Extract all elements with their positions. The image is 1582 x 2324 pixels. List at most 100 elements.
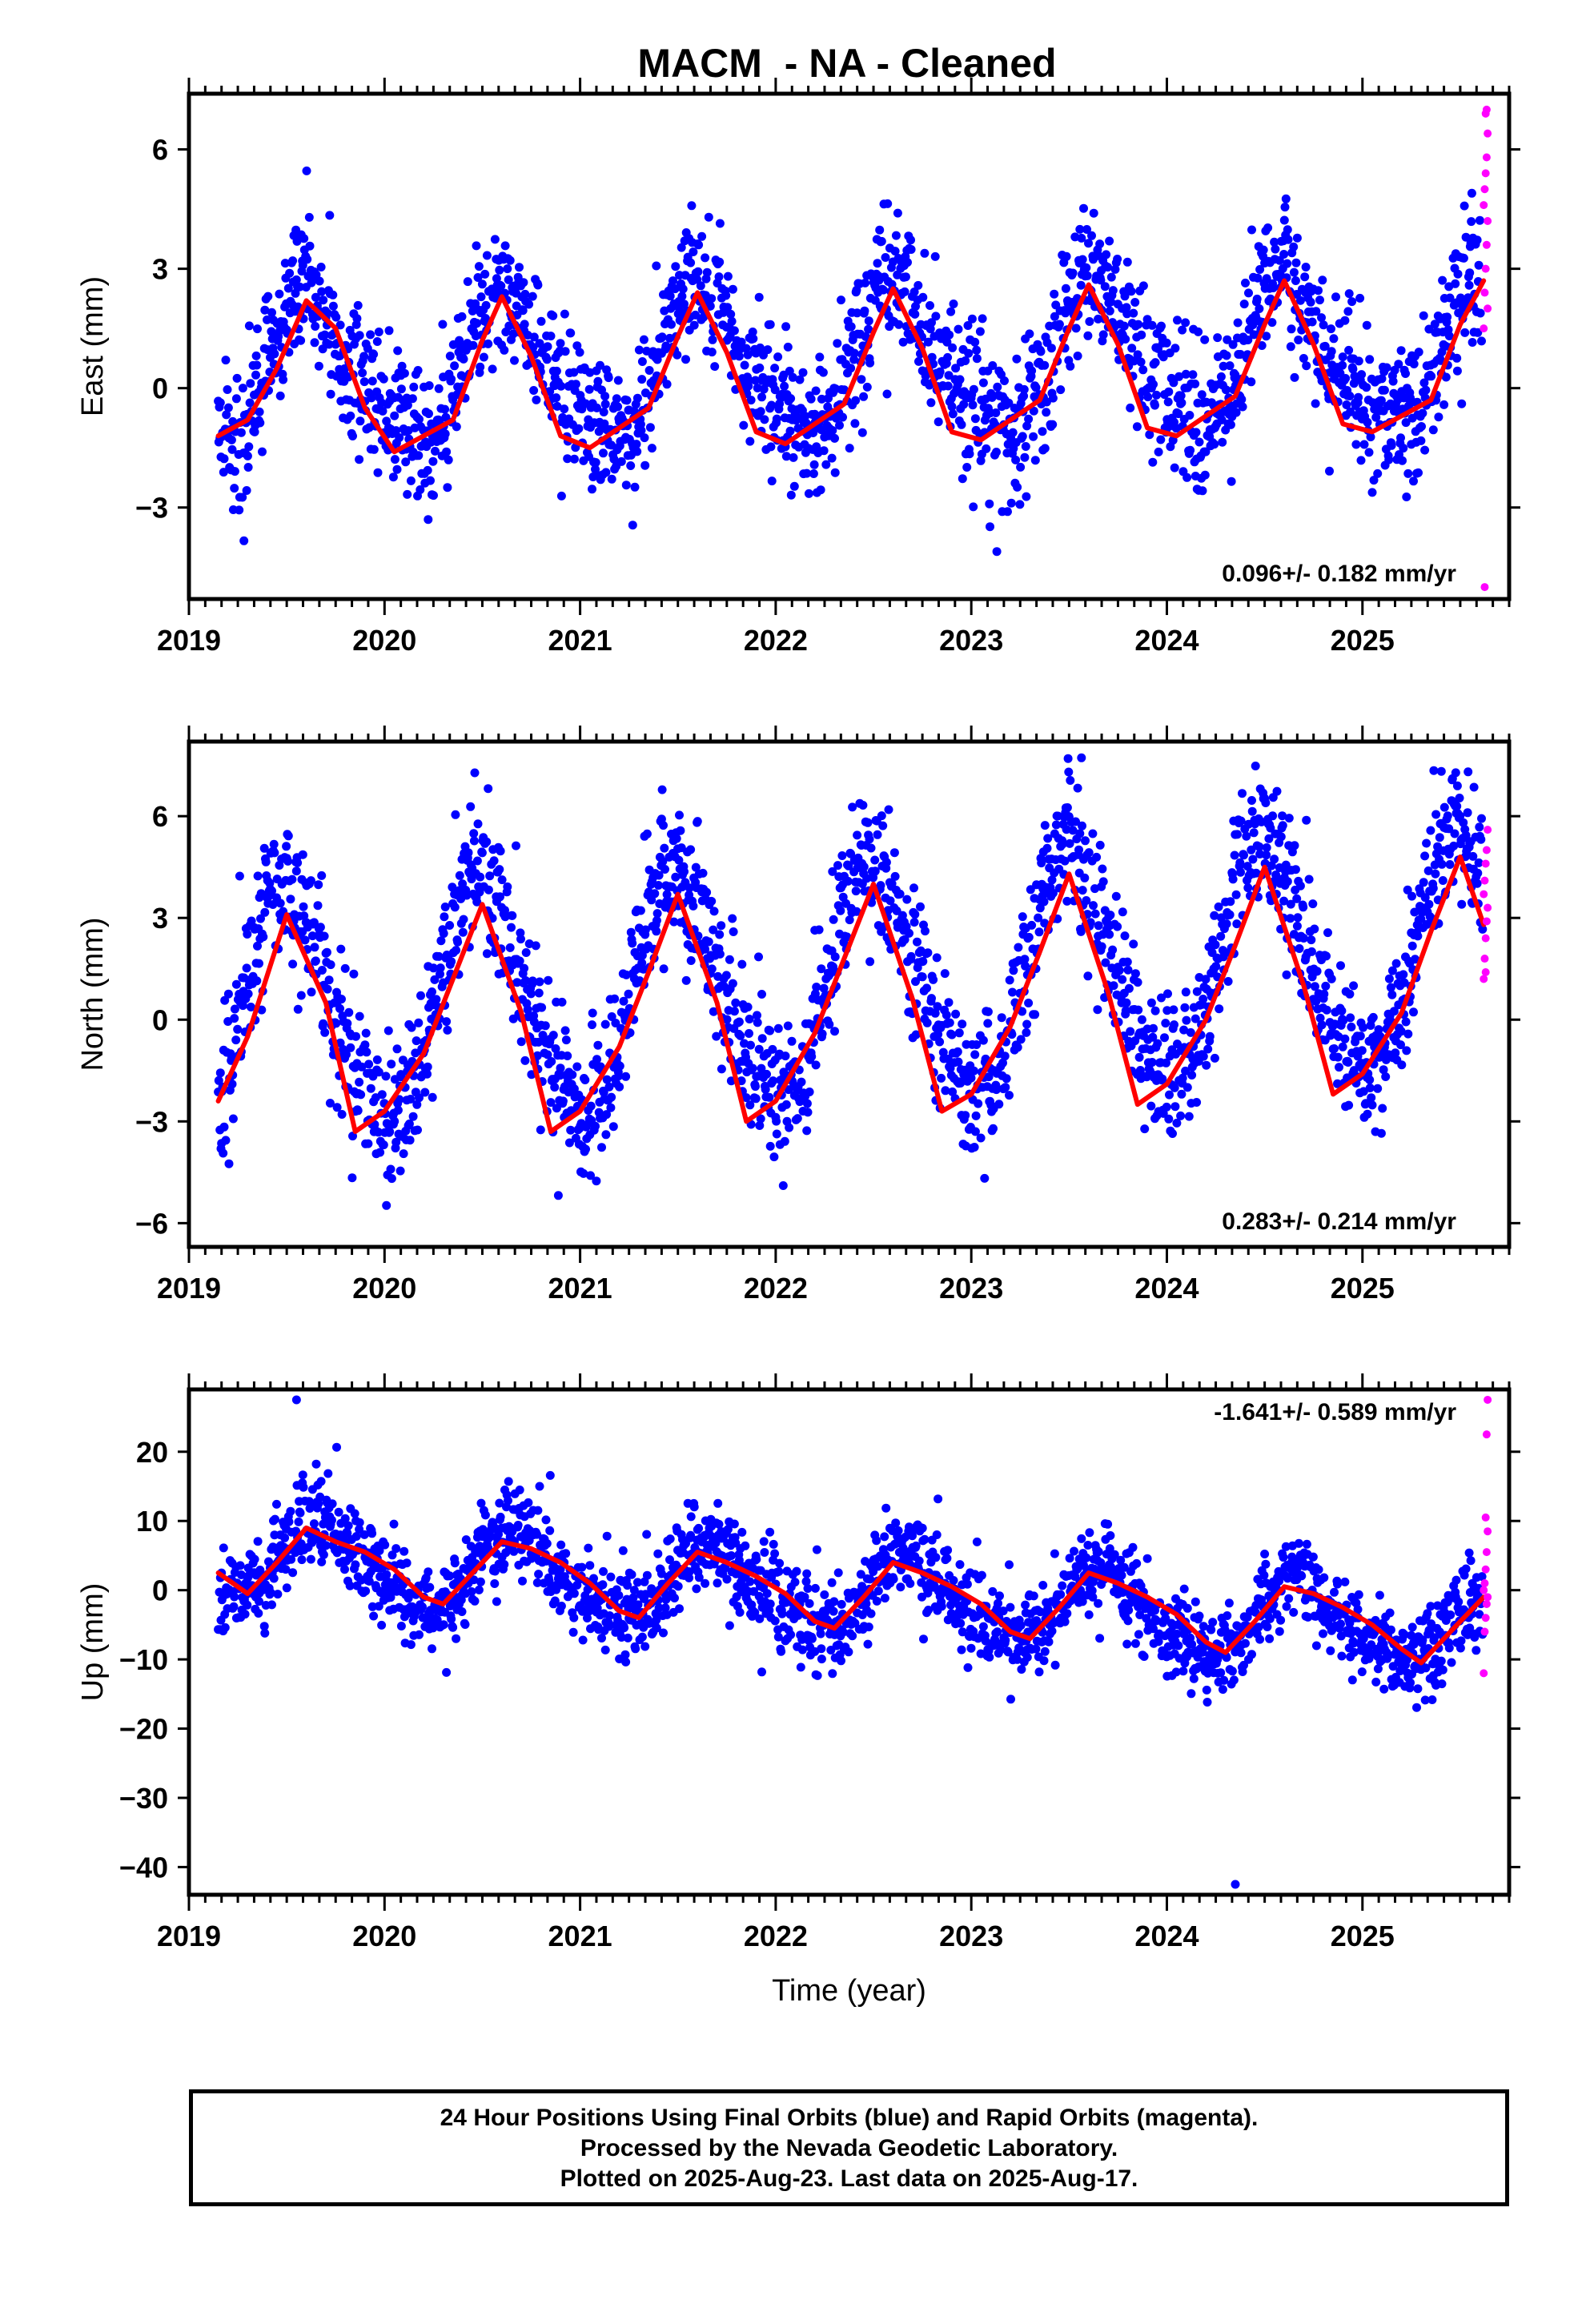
east-final-orbit-point	[755, 363, 765, 372]
north-final-orbit-point	[748, 1063, 757, 1073]
north-final-orbit-point	[746, 1040, 755, 1050]
east-final-orbit-point	[1216, 372, 1226, 381]
east-final-orbit-point	[484, 339, 493, 348]
north-final-orbit-point	[1283, 877, 1292, 887]
north-final-orbit-point	[728, 979, 737, 988]
east-final-orbit-point	[850, 419, 860, 428]
east-final-orbit-point	[693, 275, 702, 284]
up-final-orbit-point	[286, 1506, 295, 1516]
north-final-orbit-point	[453, 937, 463, 947]
up-final-orbit-point	[415, 1630, 424, 1639]
north-final-orbit-point	[1022, 1027, 1031, 1037]
east-final-orbit-point	[1401, 418, 1411, 428]
north-final-orbit-point	[853, 830, 862, 840]
east-final-orbit-point	[918, 292, 928, 302]
north-final-orbit-point	[1437, 859, 1447, 869]
east-final-orbit-point	[1223, 335, 1232, 344]
east-final-orbit-point	[968, 400, 978, 410]
east-final-orbit-point	[687, 201, 697, 211]
up-final-orbit-point	[439, 1620, 448, 1630]
north-final-orbit-point	[671, 872, 681, 882]
east-final-orbit-point	[830, 468, 840, 477]
east-final-orbit-point	[945, 330, 954, 340]
north-final-orbit-point	[768, 1044, 777, 1054]
east-final-orbit-point	[1244, 288, 1253, 298]
east-final-orbit-point	[1275, 255, 1284, 265]
north-final-orbit-point	[322, 947, 331, 957]
up-final-orbit-point	[260, 1628, 270, 1638]
east-final-orbit-point	[1355, 293, 1365, 303]
north-final-orbit-point	[624, 989, 633, 999]
north-final-orbit-point	[1461, 830, 1471, 840]
east-final-orbit-point	[1000, 376, 1009, 385]
up-final-orbit-point	[327, 1515, 336, 1525]
north-final-orbit-point	[1199, 995, 1208, 1003]
east-final-orbit-point	[607, 474, 616, 484]
east-final-orbit-point	[804, 489, 813, 498]
north-final-orbit-point	[890, 871, 900, 881]
up-final-orbit-point	[673, 1582, 683, 1591]
east-final-orbit-point	[280, 259, 290, 268]
north-final-orbit-point	[1373, 1084, 1383, 1093]
east-final-orbit-point	[358, 368, 367, 378]
north-final-orbit-point	[224, 1159, 234, 1168]
up-final-orbit-point	[504, 1496, 512, 1506]
east-final-orbit-point	[1164, 387, 1174, 396]
north-final-orbit-point	[715, 930, 725, 939]
east-final-orbit-point	[500, 345, 509, 355]
up-final-orbit-point	[568, 1627, 578, 1637]
east-final-orbit-point	[756, 343, 765, 352]
up-final-orbit-point	[583, 1614, 592, 1622]
east-final-orbit-point	[701, 253, 710, 263]
east-final-orbit-point	[647, 444, 656, 453]
north-final-orbit-point	[754, 1044, 764, 1054]
north-final-orbit-point	[1428, 883, 1438, 893]
north-final-orbit-point	[1247, 796, 1256, 805]
north-x-tick-label: 2025	[1331, 1272, 1395, 1305]
north-final-orbit-point	[255, 959, 263, 968]
east-final-orbit-point	[1420, 445, 1430, 455]
chart-title: MACM - NA - Cleaned	[637, 41, 1056, 86]
east-final-orbit-point	[1176, 391, 1186, 400]
north-final-orbit-point	[314, 880, 323, 890]
east-final-orbit-point	[1200, 470, 1210, 480]
east-final-orbit-point	[270, 349, 279, 359]
up-final-orbit-point	[273, 1590, 283, 1599]
east-final-orbit-point	[906, 245, 916, 254]
north-final-orbit-point	[772, 1116, 781, 1126]
east-final-orbit-point	[852, 285, 861, 295]
east-final-orbit-point	[552, 366, 561, 376]
east-final-orbit-point	[275, 289, 284, 299]
east-final-orbit-point	[809, 460, 819, 469]
east-final-orbit-point	[1076, 280, 1086, 290]
north-final-orbit-point	[1228, 875, 1238, 884]
east-final-orbit-point	[838, 412, 847, 422]
north-final-orbit-point	[1075, 829, 1085, 838]
east-final-orbit-point	[569, 368, 579, 377]
east-final-orbit-point	[621, 480, 631, 490]
east-final-orbit-point	[1268, 283, 1278, 292]
east-final-orbit-point	[481, 300, 491, 310]
up-final-orbit-point	[220, 1622, 230, 1632]
north-final-orbit-point	[909, 883, 918, 893]
up-final-orbit-point	[316, 1477, 326, 1486]
north-final-orbit-point	[1179, 1025, 1189, 1035]
north-final-orbit-point	[781, 1051, 790, 1061]
north-final-orbit-point	[1387, 966, 1397, 975]
east-final-orbit-point	[1120, 292, 1130, 301]
north-final-orbit-point	[1040, 821, 1050, 830]
east-final-orbit-point	[857, 428, 867, 437]
east-final-orbit-point	[434, 384, 444, 393]
east-final-orbit-point	[255, 418, 265, 428]
north-final-orbit-point	[765, 1141, 775, 1151]
north-final-orbit-point	[803, 1108, 813, 1117]
north-final-orbit-point	[320, 1027, 330, 1037]
east-final-orbit-point	[359, 377, 369, 387]
east-final-orbit-point	[949, 300, 958, 308]
north-rapid-orbit-point	[1482, 846, 1491, 854]
north-final-orbit-point	[1094, 921, 1103, 931]
north-final-orbit-point	[287, 875, 297, 884]
north-final-orbit-point	[659, 964, 669, 974]
east-final-orbit-point	[729, 326, 739, 336]
east-final-orbit-point	[1281, 194, 1291, 203]
